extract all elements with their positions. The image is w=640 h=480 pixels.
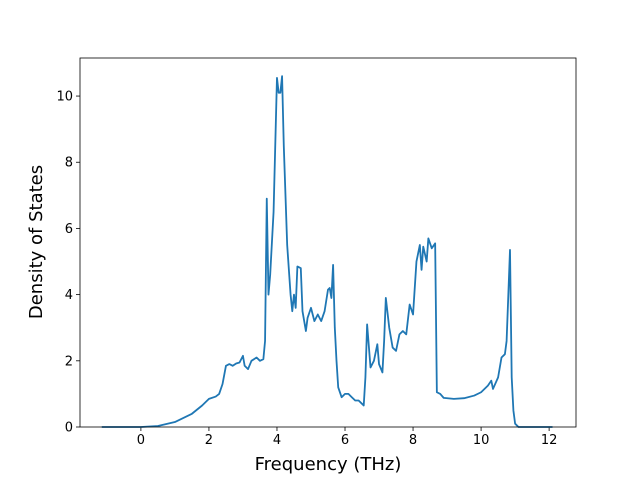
y-tick-label: 8 <box>65 156 73 171</box>
dos-line <box>101 75 553 428</box>
x-axis-label: Frequency (THz) <box>255 454 402 475</box>
x-tick-label: 4 <box>273 433 281 448</box>
x-tick-label: 10 <box>473 433 490 448</box>
y-tick-label: 0 <box>65 421 73 436</box>
y-tick-label: 6 <box>65 222 73 237</box>
y-axis-label: Density of States <box>26 165 47 319</box>
plot-frame <box>79 57 577 428</box>
y-tick-label: 4 <box>65 288 73 303</box>
x-tick-label: 6 <box>341 433 349 448</box>
y-tick-label: 10 <box>56 90 73 105</box>
x-tick-label: 8 <box>409 433 417 448</box>
x-tick-label: 12 <box>541 433 558 448</box>
x-tick-label: 2 <box>205 433 213 448</box>
y-tick-label: 2 <box>65 354 73 369</box>
x-tick-label: 0 <box>137 433 145 448</box>
